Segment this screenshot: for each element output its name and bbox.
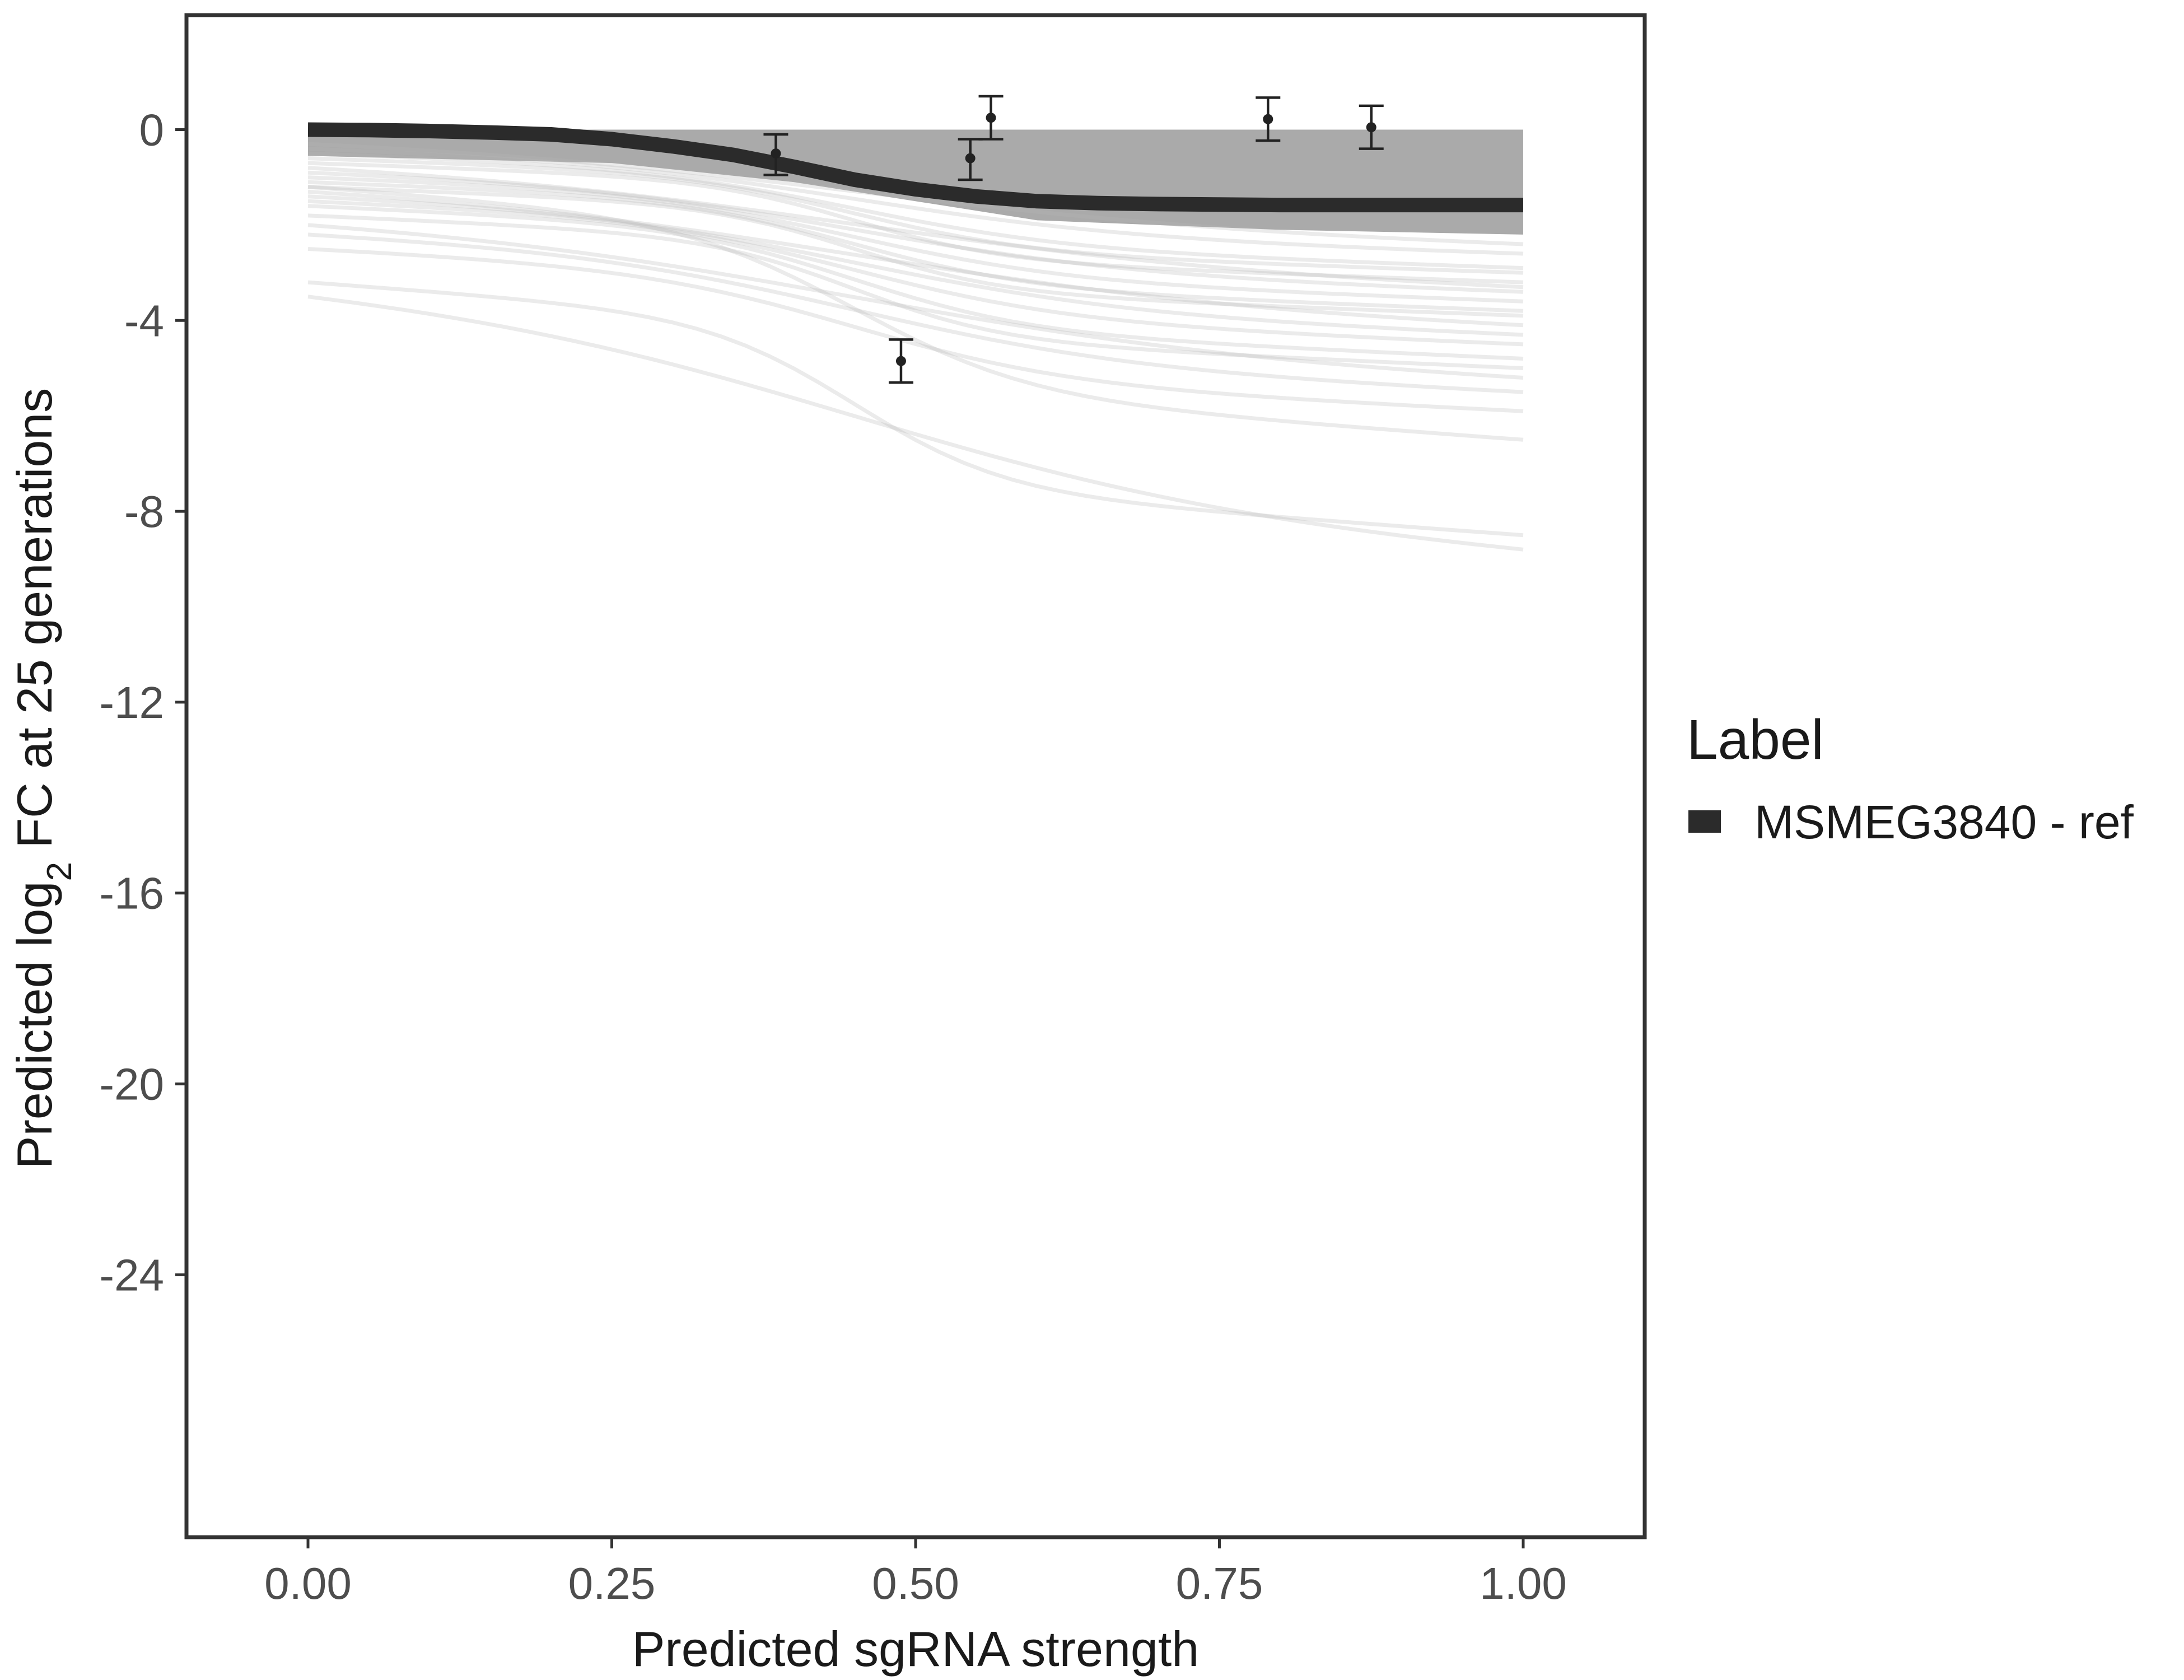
posterior-draw-line xyxy=(307,166,1524,290)
x-axis: 0.00 0.25 0.50 0.75 1.00 xyxy=(264,1537,1567,1608)
y-axis: 0 -4 -8 -12 -16 -20 -24 xyxy=(99,105,186,1300)
posterior-draw-line xyxy=(307,232,1524,394)
data-point-errorbar xyxy=(1256,96,1281,142)
x-tick-label: 0.25 xyxy=(568,1558,656,1608)
posterior-draw-line xyxy=(307,204,1524,361)
y-tick-label: -20 xyxy=(99,1060,164,1109)
posterior-draw-line xyxy=(307,142,1524,246)
y-tick-label: -16 xyxy=(99,869,164,918)
y-axis-title-subscript: 2 xyxy=(40,862,79,881)
posterior-draw-line xyxy=(307,156,1524,275)
legend-title: Label xyxy=(1687,708,1824,771)
y-tick-label: 0 xyxy=(139,105,165,155)
posterior-draw-line xyxy=(307,151,1524,270)
posterior-draw-line xyxy=(307,170,1524,294)
posterior-draw-line xyxy=(307,194,1524,337)
posterior-draw-line xyxy=(307,213,1524,370)
legend-entry-label: MSMEG3840 - ref xyxy=(1754,796,2134,848)
legend: Label MSMEG3840 - ref xyxy=(1687,708,2134,848)
plot-panel-border xyxy=(184,13,1647,1539)
data-point xyxy=(965,153,976,164)
y-axis-title: Predicted log2 FC at 25 generations xyxy=(7,388,79,1169)
data-points-layer xyxy=(763,95,1384,384)
y-tick-label: -12 xyxy=(99,678,164,727)
posterior-draw-line xyxy=(307,185,1524,318)
data-point xyxy=(895,356,906,366)
data-point xyxy=(1263,114,1273,124)
posterior-draw-line xyxy=(307,147,1524,256)
main-curve-layer xyxy=(307,122,1523,213)
y-tick-label: -24 xyxy=(99,1250,164,1300)
posterior-draw-line xyxy=(307,185,1524,442)
posterior-draw-line xyxy=(307,199,1524,347)
posterior-draw-line xyxy=(307,180,1524,313)
data-point-errorbar xyxy=(1359,104,1384,150)
x-tick-label: 1.00 xyxy=(1480,1558,1567,1608)
data-point-errorbar xyxy=(958,138,983,181)
data-point xyxy=(1366,122,1376,133)
posterior-draw-line xyxy=(307,161,1524,284)
legend-key-swatch xyxy=(1688,810,1721,833)
data-point xyxy=(986,113,996,123)
x-tick-label: 0.00 xyxy=(264,1558,352,1608)
y-tick-label: -4 xyxy=(124,296,164,346)
series-line-main xyxy=(307,122,1523,213)
x-axis-title: Predicted sgRNA strength xyxy=(632,1621,1200,1677)
posterior-draw-line xyxy=(307,189,1524,328)
data-point xyxy=(771,148,781,159)
posterior-draws-layer xyxy=(307,142,1524,552)
posterior-draw-line xyxy=(307,223,1524,380)
posterior-draw-line xyxy=(307,295,1524,552)
data-point-errorbar xyxy=(888,338,913,384)
x-tick-label: 0.75 xyxy=(1176,1558,1263,1608)
y-axis-title-suffix: FC at 25 generations xyxy=(7,388,62,862)
posterior-draw-line xyxy=(307,280,1524,538)
data-point-errorbar xyxy=(763,133,788,176)
data-point-errorbar xyxy=(978,95,1004,141)
x-tick-label: 0.50 xyxy=(872,1558,959,1608)
posterior-draw-line xyxy=(307,247,1524,413)
y-axis-title-prefix: Predicted log xyxy=(7,881,62,1169)
posterior-draw-line xyxy=(307,175,1524,304)
y-tick-label: -8 xyxy=(124,487,164,536)
